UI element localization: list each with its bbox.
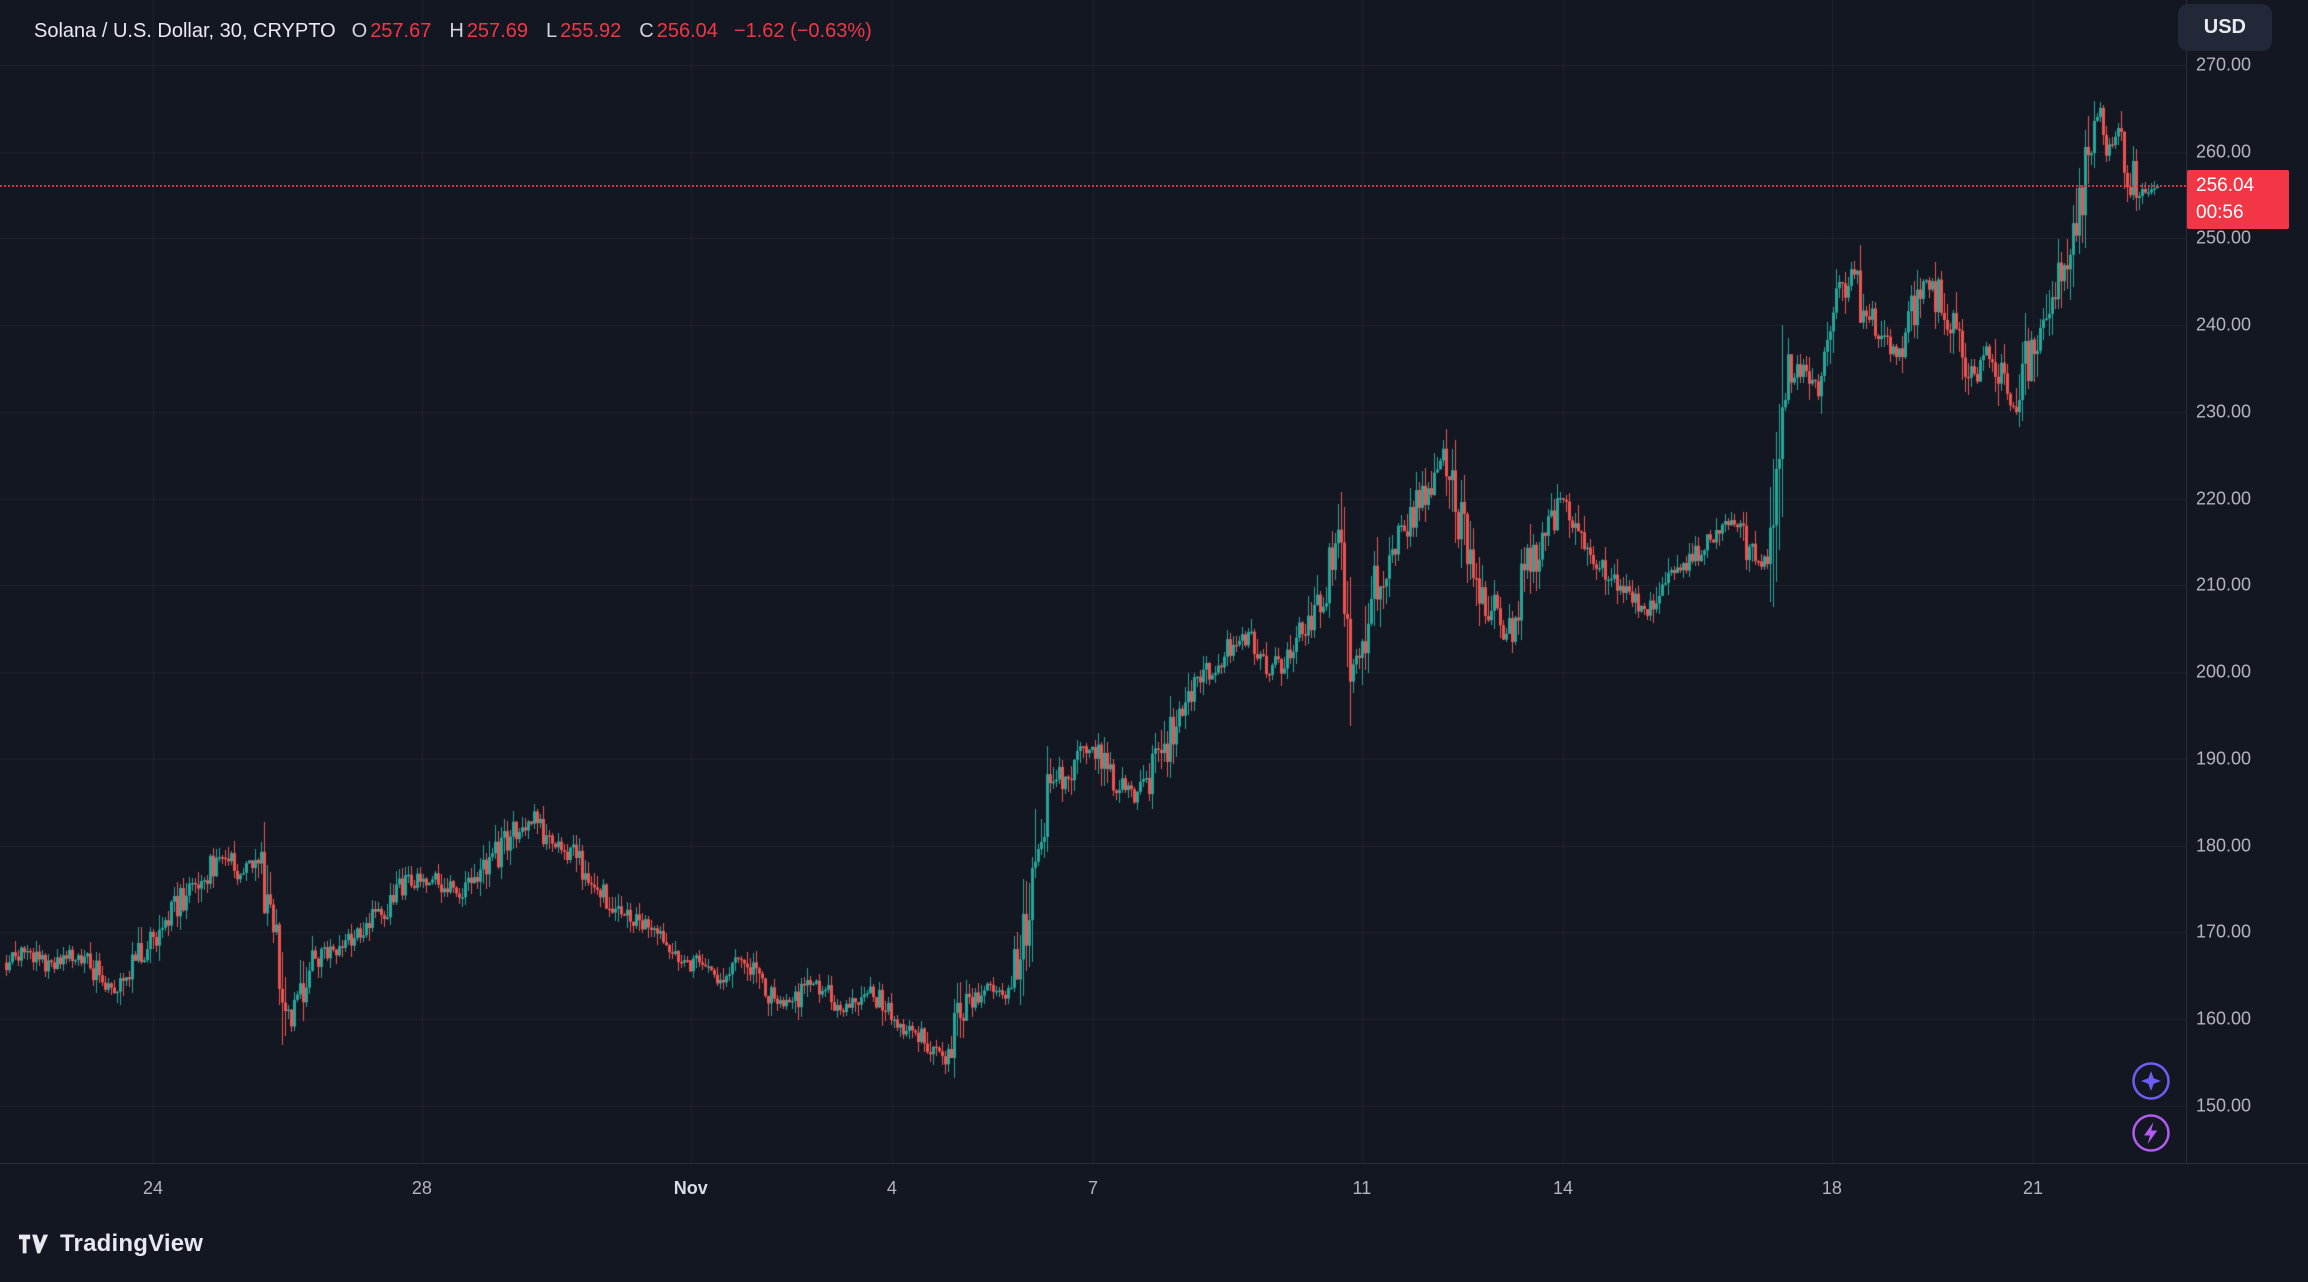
ohlc-open: O 257.67 xyxy=(352,20,432,43)
time-axis-label: Nov xyxy=(673,1178,708,1198)
ohlc-close: C 256.04 xyxy=(639,20,718,43)
price-axis-label: 160.00 xyxy=(2196,1008,2252,1029)
candlestick-chart-canvas[interactable] xyxy=(0,0,2186,1163)
time-axis-label: 11 xyxy=(1352,1178,1372,1198)
sparkle-icon[interactable] xyxy=(2130,1060,2172,1102)
price-axis-label: 230.00 xyxy=(2196,401,2252,422)
price-axis-label: 200.00 xyxy=(2196,661,2252,682)
price-axis-label: 170.00 xyxy=(2196,921,2252,942)
price-countdown: 00:56 xyxy=(2196,202,2244,224)
high-value: 257.69 xyxy=(466,20,528,42)
time-axis-label: 28 xyxy=(411,1178,432,1198)
price-axis-label: 240.00 xyxy=(2196,314,2252,335)
currency-button[interactable]: USD xyxy=(2177,4,2272,51)
low-value: 255.92 xyxy=(560,20,622,42)
time-axis-label: 4 xyxy=(886,1178,897,1198)
close-label: C xyxy=(639,20,654,42)
open-value: 257.67 xyxy=(370,20,432,42)
lightning-icon[interactable] xyxy=(2130,1112,2172,1154)
tradingview-logo[interactable]: TradingView xyxy=(18,1230,203,1258)
price-axis-label: 190.00 xyxy=(2196,748,2252,769)
time-axis[interactable]: 24 28 Nov 4 7 11 14 18 21 xyxy=(0,1163,2308,1282)
change-text: −1.62 (−0.63%) xyxy=(733,20,872,42)
price-axis-label: 210.00 xyxy=(2196,574,2252,595)
low-label: L xyxy=(545,20,558,42)
price-axis-label: 180.00 xyxy=(2196,835,2252,856)
price-axis-label: 250.00 xyxy=(2196,227,2252,248)
time-axis-label: 14 xyxy=(1552,1178,1573,1198)
price-axis-label: 260.00 xyxy=(2196,141,2252,162)
ohlc-high: H 257.69 xyxy=(449,20,528,43)
open-label: O xyxy=(351,20,368,42)
last-price-badge: 256.04 00:56 xyxy=(2187,170,2289,230)
tradingview-logo-text: TradingView xyxy=(60,1230,204,1257)
tradingview-logo-icon xyxy=(18,1234,49,1254)
time-axis-label: 7 xyxy=(1087,1178,1099,1198)
time-axis-label: 21 xyxy=(2022,1178,2043,1198)
chart-legend: Solana / U.S. Dollar, 30, CRYPTO O 257.6… xyxy=(34,20,872,43)
price-axis-label: 220.00 xyxy=(2196,488,2252,509)
symbol-title[interactable]: Solana / U.S. Dollar, 30, CRYPTO xyxy=(34,20,336,42)
price-axis-label: 150.00 xyxy=(2196,1095,2252,1116)
time-axis-label: 18 xyxy=(1821,1178,1842,1198)
price-axis-label: 270.00 xyxy=(2196,54,2252,75)
time-axis-label: 24 xyxy=(143,1178,164,1198)
last-price-value: 256.04 xyxy=(2196,175,2255,197)
price-axis[interactable]: 270.00 260.00 250.00 240.00 230.00 220.00 210.… xyxy=(2186,0,2308,1163)
high-label: H xyxy=(449,20,464,42)
ohlc-low: L 255.92 xyxy=(546,20,621,43)
ohlc-values: O 257.67 H 257.69 L 255.92 C 256.04 xyxy=(352,20,718,43)
chart-side-icons xyxy=(2130,1060,2172,1154)
close-value: 256.04 xyxy=(656,20,718,42)
